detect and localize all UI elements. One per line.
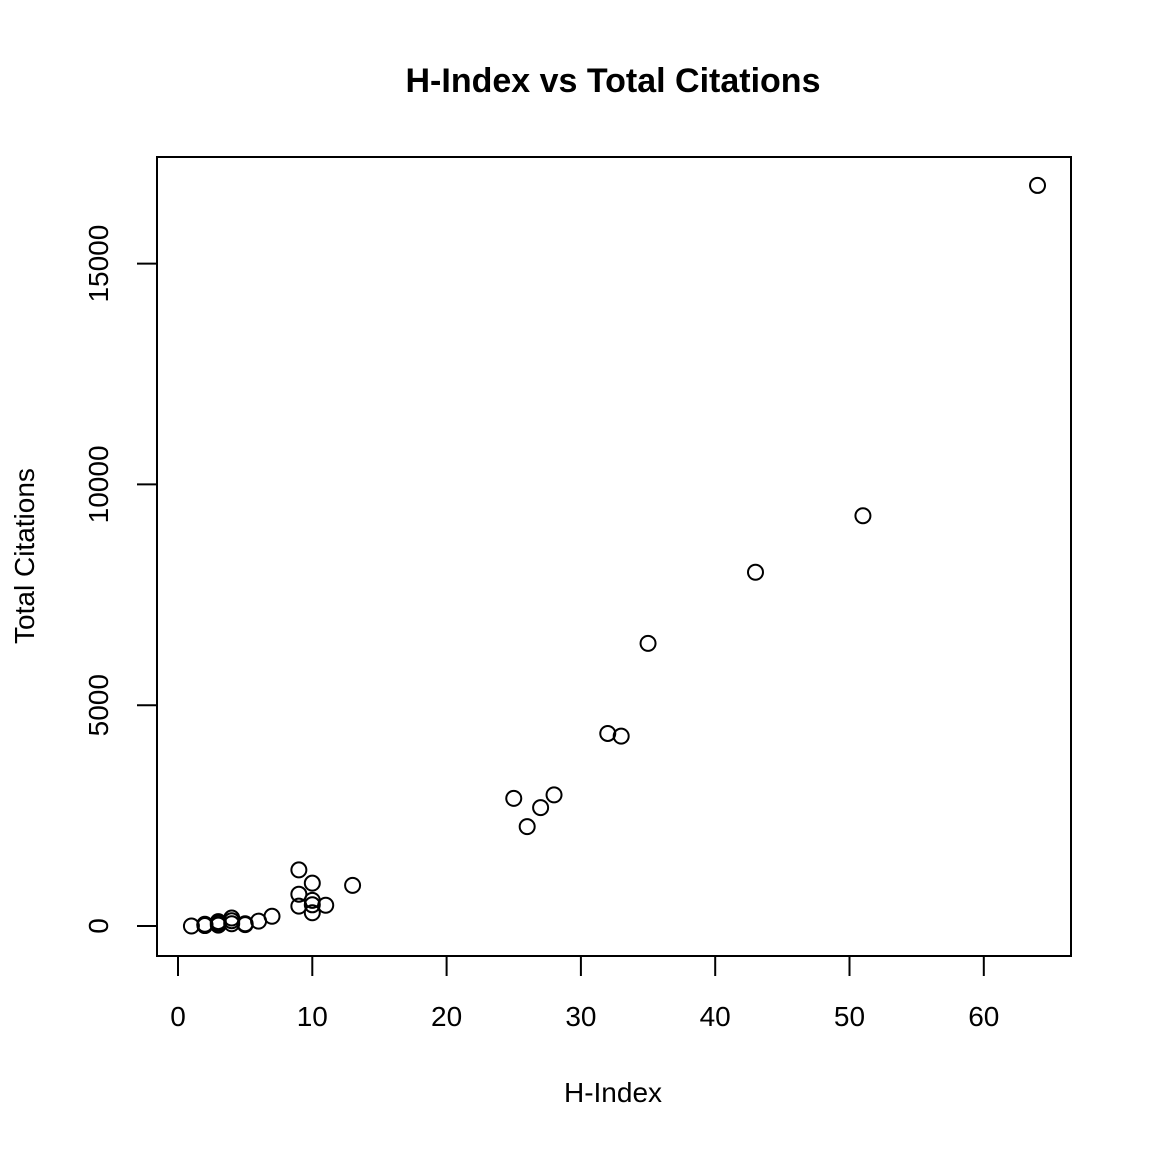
y-tick-label: 10000 xyxy=(83,445,114,523)
data-point xyxy=(290,885,308,903)
y-tick-label: 5000 xyxy=(83,674,114,736)
data-point xyxy=(746,563,764,581)
x-tick-label: 40 xyxy=(700,1001,731,1032)
x-tick-label: 60 xyxy=(968,1001,999,1032)
x-tick-label: 30 xyxy=(565,1001,596,1032)
data-point xyxy=(505,789,523,807)
data-point xyxy=(532,799,550,817)
y-axis-label: Total Citations xyxy=(9,468,40,644)
x-tick-label: 10 xyxy=(297,1001,328,1032)
data-point xyxy=(182,917,200,935)
data-point xyxy=(344,876,362,894)
data-point xyxy=(612,727,630,745)
data-point xyxy=(303,874,321,892)
data-point xyxy=(854,507,872,525)
data-point xyxy=(290,861,308,879)
x-axis: 0 10 20 30 40 50 60 xyxy=(170,955,999,1032)
x-tick-label: 0 xyxy=(170,1001,186,1032)
x-axis-label: H-Index xyxy=(564,1077,662,1108)
data-point xyxy=(263,907,281,925)
y-tick-label: 0 xyxy=(83,918,114,934)
x-tick-label: 50 xyxy=(834,1001,865,1032)
data-point xyxy=(1029,176,1047,194)
data-point xyxy=(236,915,254,933)
data-point xyxy=(545,786,563,804)
plot-frame xyxy=(156,156,1072,957)
data-point xyxy=(639,634,657,652)
chart-title: H-Index vs Total Citations xyxy=(406,62,821,100)
data-point xyxy=(518,818,536,836)
data-point xyxy=(303,904,321,922)
y-axis: 0 5000 10000 15000 xyxy=(83,225,158,934)
data-point xyxy=(303,896,321,914)
data-points xyxy=(182,176,1047,935)
data-point xyxy=(317,896,335,914)
y-tick-label: 15000 xyxy=(83,225,114,303)
data-point xyxy=(599,724,617,742)
x-tick-label: 20 xyxy=(431,1001,462,1032)
